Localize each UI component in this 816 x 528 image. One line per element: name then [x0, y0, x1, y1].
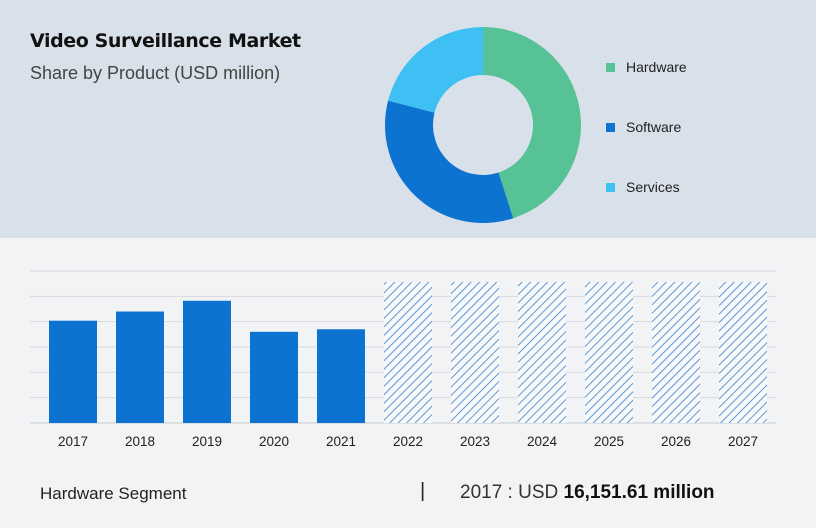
chart-subtitle: Share by Product (USD million) [30, 63, 281, 83]
legend-swatch-software [606, 123, 615, 132]
x-tick-label: 2022 [393, 434, 423, 449]
bar-2021 [317, 329, 365, 423]
bar-2020 [250, 331, 298, 423]
chart-title: Video Surveillance Market [30, 30, 301, 52]
donut-slice-hardware [483, 27, 581, 219]
donut-slice-software [385, 100, 514, 223]
legend-swatch-services [606, 183, 615, 192]
x-tick-label: 2023 [460, 434, 490, 449]
x-tick-label: 2027 [728, 434, 758, 449]
legend-label-hardware: Hardware [626, 59, 687, 75]
bar-2026 [652, 282, 700, 423]
bar-chart: 2017 2018 2019 2020 2021 2022 2023 2024 2025 2026… [30, 270, 776, 449]
x-tick-label: 2025 [594, 434, 624, 449]
bar-2017 [49, 320, 97, 423]
donut-slice-services [388, 27, 483, 113]
x-tick-label: 2017 [58, 434, 88, 449]
bar-2027 [719, 282, 767, 423]
segment-label: Hardware Segment [40, 484, 187, 503]
bar-2023 [451, 282, 499, 423]
footer-year: 2017 : USD [460, 482, 564, 503]
legend-swatch-hardware [606, 63, 615, 72]
footer-value: 16,151.61 million [563, 482, 715, 503]
bar-2018 [116, 311, 164, 423]
legend-label-services: Services [626, 179, 680, 195]
bar-2025 [585, 282, 633, 423]
bar-2019 [183, 300, 231, 423]
bar-2022 [384, 282, 432, 423]
x-tick-label: 2024 [527, 434, 558, 449]
x-tick-label: 2018 [125, 434, 155, 449]
x-tick-label: 2026 [661, 434, 691, 449]
footer-stat: 2017 : USD 16,151.61 million [460, 482, 715, 504]
donut-chart [385, 27, 581, 223]
x-tick-label: 2020 [259, 434, 289, 449]
footer-separator: | [420, 480, 426, 502]
legend-label-software: Software [626, 119, 682, 135]
x-tick-label: 2019 [192, 434, 222, 449]
x-tick-label: 2021 [326, 434, 356, 449]
bar-2024 [518, 282, 566, 423]
